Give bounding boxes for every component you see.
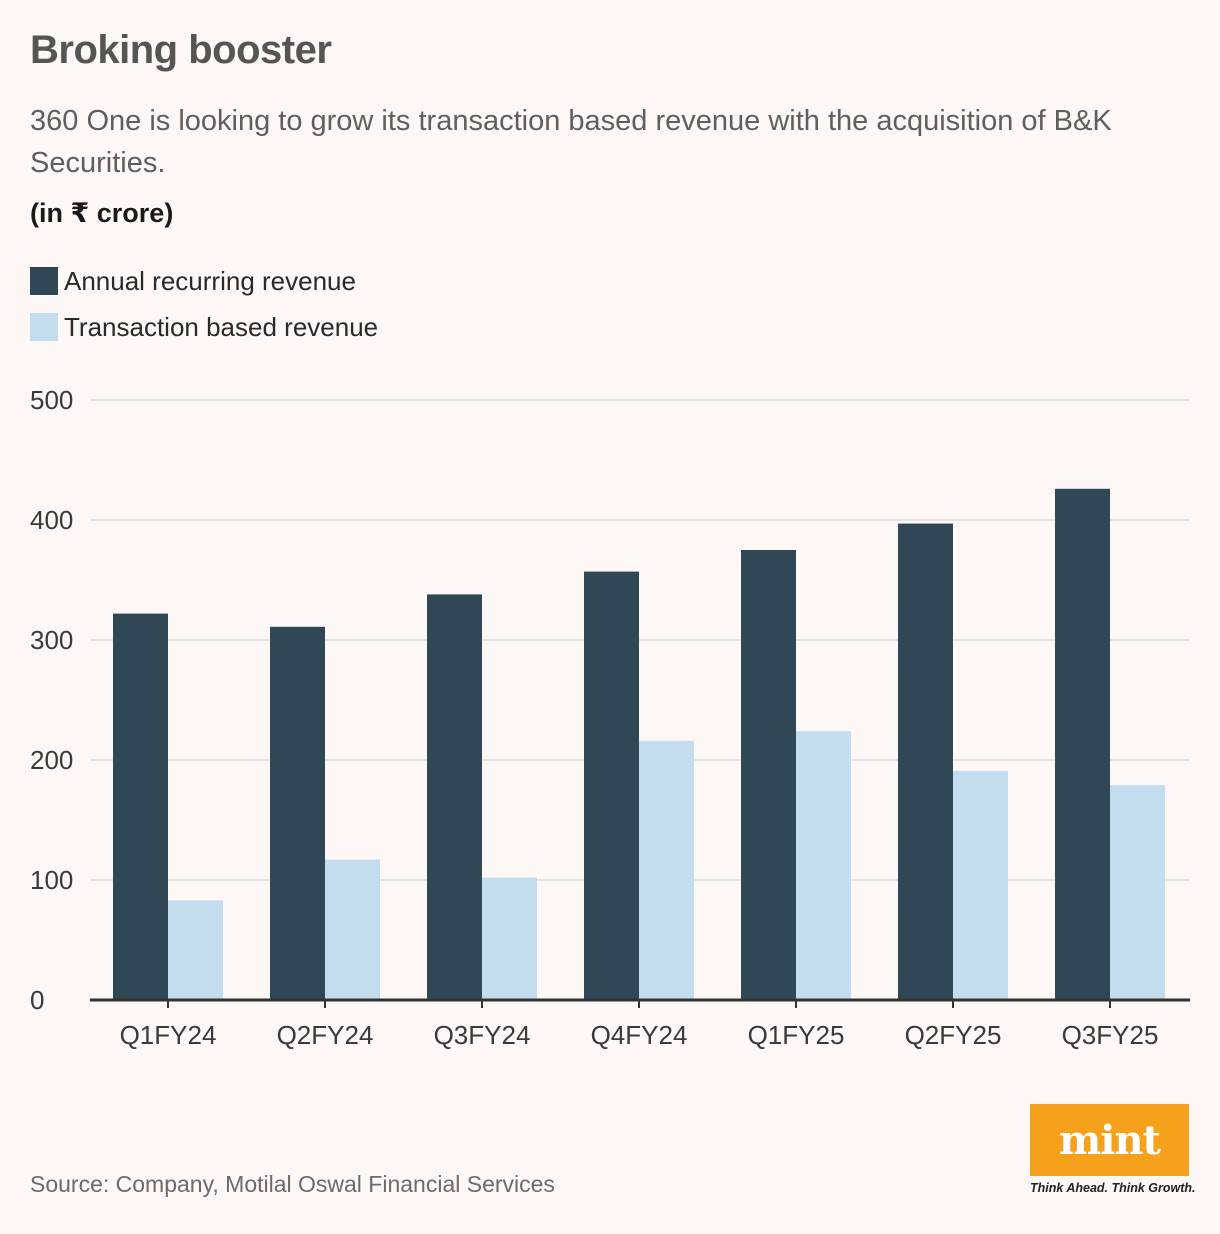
y-tick-label: 400	[30, 505, 73, 535]
y-tick-label: 200	[30, 745, 73, 775]
bar-tbr-Q2FY24	[325, 859, 380, 1000]
y-tick-label: 100	[30, 865, 73, 895]
x-tick-label: Q1FY25	[748, 1020, 845, 1050]
y-tick-label: 0	[30, 985, 44, 1015]
bar-tbr-Q4FY24	[639, 740, 694, 1000]
chart-subtitle: 360 One is looking to grow its transacti…	[30, 105, 1112, 179]
mint-logo: mint	[1030, 1104, 1189, 1176]
bar-arr-Q3FY24	[427, 594, 482, 1000]
x-tick-label: Q2FY24	[277, 1020, 374, 1050]
bar-arr-Q3FY25	[1055, 488, 1110, 1000]
legend-item-arr: Annual recurring revenue	[30, 258, 378, 304]
bar-tbr-Q3FY25	[1110, 785, 1165, 1000]
bar-arr-Q2FY25	[898, 523, 953, 1000]
source-note: Source: Company, Motilal Oswal Financial…	[30, 1171, 555, 1197]
y-tick-label: 500	[30, 385, 73, 415]
logo-tagline: Think Ahead. Think Growth.	[1030, 1181, 1196, 1195]
bar-arr-Q1FY24	[113, 613, 168, 1000]
y-tick-label: 300	[30, 625, 73, 655]
legend-swatch-tbr	[30, 313, 58, 341]
axes: 0 100 200 300 400 500 Q1FY24 Q2FY24 Q3FY24 Q4FY24…	[30, 385, 1190, 1050]
x-tick-label: Q3FY24	[434, 1020, 531, 1050]
x-tick-label: Q4FY24	[591, 1020, 688, 1050]
bar-tbr-Q2FY25	[953, 770, 1008, 1000]
bar-tbr-Q3FY24	[482, 877, 537, 1000]
bars	[113, 488, 1165, 1000]
legend-item-tbr: Transaction based revenue	[30, 304, 378, 350]
bar-arr-Q4FY24	[584, 571, 639, 1000]
bar-arr-Q2FY24	[270, 626, 325, 1000]
bar-tbr-Q1FY24	[168, 900, 223, 1000]
legend-label-arr: Annual recurring revenue	[64, 265, 356, 296]
x-tick-label: Q3FY25	[1062, 1020, 1159, 1050]
x-tick-label: Q1FY24	[120, 1020, 217, 1050]
legend: Annual recurring revenue Transaction bas…	[30, 258, 378, 350]
bar-tbr-Q1FY25	[796, 731, 851, 1000]
x-tick-label: Q2FY25	[905, 1020, 1002, 1050]
chart-title: Broking booster	[30, 28, 332, 72]
legend-swatch-arr	[30, 267, 58, 295]
logo-text: mint	[1058, 1116, 1161, 1164]
legend-label-tbr: Transaction based revenue	[64, 311, 379, 342]
bar-arr-Q1FY25	[741, 550, 796, 1000]
unit-label: (in ₹ crore)	[30, 198, 174, 228]
